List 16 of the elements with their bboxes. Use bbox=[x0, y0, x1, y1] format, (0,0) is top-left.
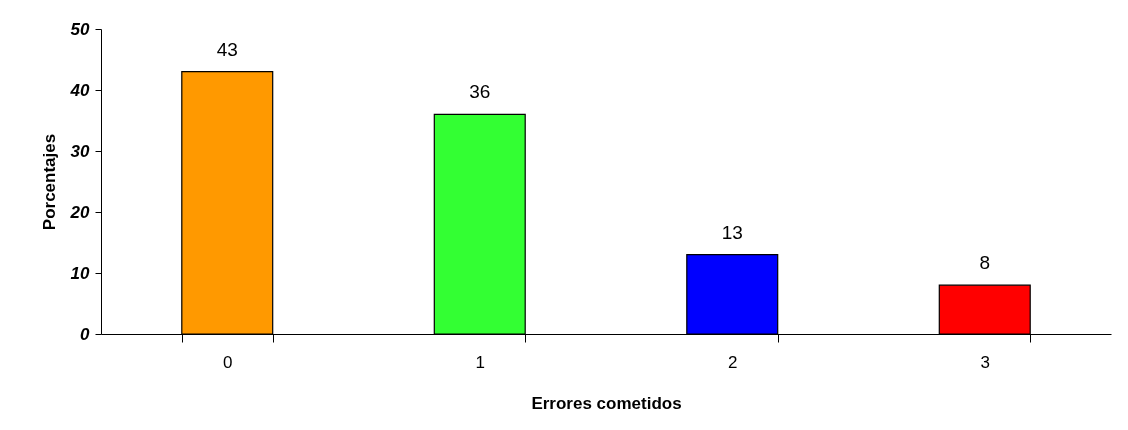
y-tick-label: 30 bbox=[70, 141, 91, 161]
data-label: 43 bbox=[216, 38, 238, 60]
y-tick-label: 20 bbox=[69, 202, 91, 222]
x-axis-title: Errores cometidos bbox=[531, 393, 682, 413]
y-tick-label: 50 bbox=[70, 19, 91, 39]
y-tick-label: 0 bbox=[80, 324, 91, 344]
x-tick-label: 2 bbox=[728, 352, 738, 372]
x-tick-label: 0 bbox=[223, 352, 233, 372]
y-tick-label: 40 bbox=[69, 80, 91, 100]
x-tick-label: 3 bbox=[980, 352, 990, 372]
x-tick-label: 1 bbox=[475, 352, 485, 372]
y-axis-title: Porcentajes bbox=[39, 133, 59, 231]
data-label: 36 bbox=[469, 81, 491, 103]
data-label: 8 bbox=[979, 252, 991, 274]
data-label: 13 bbox=[721, 221, 743, 243]
y-tick-label: 10 bbox=[70, 263, 91, 283]
